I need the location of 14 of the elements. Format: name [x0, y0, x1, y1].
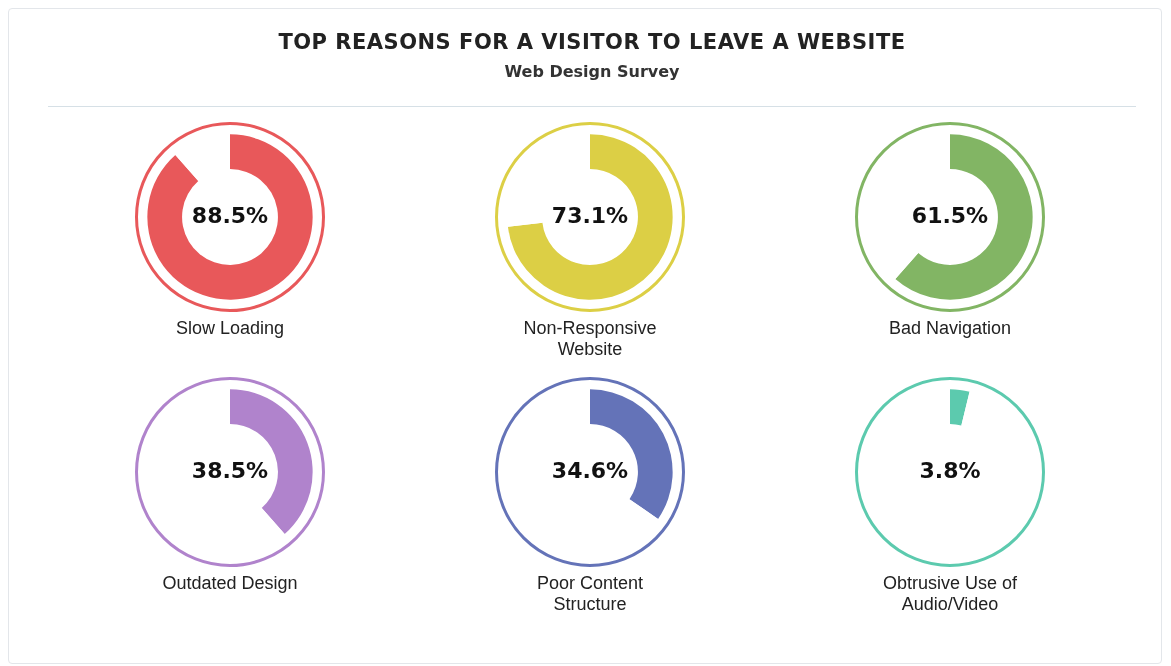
- data-label: 61.5%: [911, 202, 989, 228]
- text: Poor Content Structure: [535, 573, 645, 615]
- chart-title: TOP REASONS FOR A VISITOR TO LEAVE A WEBSITE: [277, 30, 907, 54]
- data-label: 3.8%: [919, 457, 981, 483]
- text: Bad Navigation: [888, 318, 1012, 339]
- chart-subtitle: Web Design Survey: [503, 62, 681, 81]
- text: Non-Responsive Website: [522, 318, 658, 360]
- data-label: 88.5%: [191, 202, 269, 228]
- data-label: 73.1%: [551, 202, 629, 228]
- text: Slow Loading: [175, 318, 285, 339]
- text: Outdated Design: [162, 573, 298, 594]
- text: Obtrusive Use of Audio/Video: [881, 573, 1019, 615]
- data-label: 38.5%: [191, 457, 269, 483]
- data-label: 34.6%: [551, 457, 629, 483]
